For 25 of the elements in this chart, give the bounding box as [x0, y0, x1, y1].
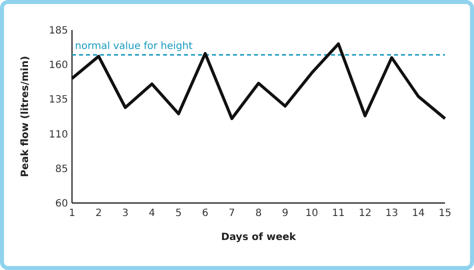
x-tick-label: 1: [68, 208, 76, 219]
ref-line-label: normal value for height: [75, 40, 193, 52]
y-tick-label: 135: [48, 94, 68, 106]
line-series: [70, 42, 446, 120]
x-tick-label: 6: [202, 208, 208, 219]
x-tick-label: 11: [332, 208, 345, 219]
y-tick-label: 85: [55, 164, 68, 175]
y-tick-label: 160: [48, 60, 68, 72]
x-tick-label: 14: [412, 208, 425, 219]
x-tick-label: 2: [95, 208, 102, 219]
x-tick-label: 3: [122, 208, 128, 219]
x-tick-label: 12: [358, 208, 372, 219]
x-tick-label: 8: [255, 208, 262, 219]
x-tick-label: 5: [175, 208, 182, 219]
x-tick-label: 10: [305, 208, 318, 219]
y-tick-label: 60: [55, 198, 68, 210]
x-tick-label: 4: [148, 208, 156, 219]
x-tick-label: 7: [228, 208, 236, 219]
y-tick-label: 185: [48, 26, 68, 36]
y-axis-title: Peak flow (litres/min): [20, 56, 31, 178]
x-tick-label: 13: [385, 208, 398, 219]
y-tick-label: 110: [48, 129, 68, 140]
x-tick-label: 9: [282, 208, 288, 219]
x-tick-label: 15: [438, 208, 452, 219]
x-axis-title: Days of week: [221, 232, 296, 243]
